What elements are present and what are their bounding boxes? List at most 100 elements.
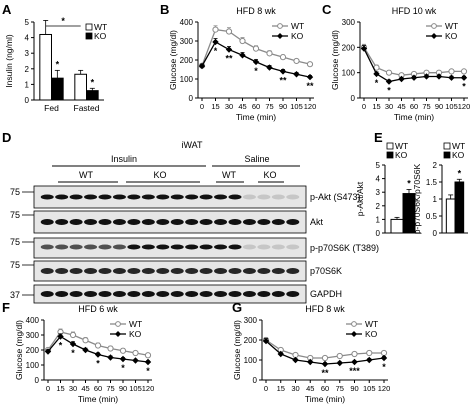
legend-label: WT xyxy=(395,141,408,151)
data-point-wt xyxy=(336,352,343,360)
blot-label-akt: Akt xyxy=(310,217,324,227)
blot-label-pp70: p-p70S6K (T389) xyxy=(310,243,379,253)
blot-band xyxy=(214,219,228,225)
blot-band xyxy=(257,291,271,297)
blot-band xyxy=(286,291,300,297)
blot-band xyxy=(185,268,199,274)
blot-band xyxy=(127,194,141,200)
blot-band xyxy=(170,219,184,225)
x-tick-label: 45 xyxy=(397,102,405,111)
data-point-ko xyxy=(435,73,443,80)
y-tick-label: 3 xyxy=(25,49,30,58)
blot-band xyxy=(69,194,83,200)
data-point-wt xyxy=(306,61,314,68)
blot-band xyxy=(84,244,98,250)
blot-band xyxy=(286,219,300,225)
legend-swatch xyxy=(443,151,451,159)
blot-band xyxy=(69,291,83,297)
x-tick-label: 105 xyxy=(445,102,458,111)
data-point-ko xyxy=(225,46,233,53)
blot-sub-ko: KO xyxy=(153,170,166,180)
blot-band xyxy=(40,244,54,250)
blot-band xyxy=(228,244,242,250)
blot-box-gapdh xyxy=(33,284,307,304)
x-tick-label: 30 xyxy=(69,384,77,393)
blot-group-insulin: Insulin xyxy=(111,154,137,164)
data-point-wt xyxy=(107,345,114,352)
blot-band xyxy=(98,194,112,200)
blot-band xyxy=(40,219,54,225)
data-point-ko xyxy=(460,74,468,81)
blot-group-saline: Saline xyxy=(244,154,269,164)
blot-box-akt xyxy=(33,210,307,234)
legend-swatch xyxy=(386,151,394,159)
blot-band xyxy=(98,291,112,297)
blot-band xyxy=(199,244,213,250)
y-tick-label: 2 xyxy=(25,65,30,74)
y-tick-label: 1 xyxy=(25,80,30,89)
legend-marker xyxy=(431,23,437,29)
chart-title: HFD 10 wk xyxy=(392,6,437,16)
data-point-ko xyxy=(336,359,343,367)
legend-swatch xyxy=(85,23,93,31)
significance-mark: * xyxy=(96,359,100,369)
data-point-ko xyxy=(279,68,287,75)
significance-mark: * xyxy=(71,348,75,358)
legend-label: WT xyxy=(129,319,142,329)
x-tick-label: 90 xyxy=(119,384,127,393)
x-tick-label: 60 xyxy=(410,102,418,111)
y-tick-label: 400 xyxy=(26,316,40,325)
bar-ko xyxy=(51,77,64,101)
data-point-wt xyxy=(266,50,273,57)
blot-band xyxy=(55,194,69,200)
legend-label: WT xyxy=(94,22,107,32)
blot-band xyxy=(199,268,213,274)
blot-band xyxy=(271,268,285,274)
blot-band xyxy=(271,194,285,200)
legend-label: WT xyxy=(291,21,304,31)
significance-mark: * xyxy=(146,366,150,376)
data-point-ko xyxy=(44,348,52,355)
data-point-ko xyxy=(212,38,219,46)
blot-label-pakt: p-Akt (S473) xyxy=(310,192,361,202)
blot-band xyxy=(84,268,98,274)
data-point-wt xyxy=(279,54,287,61)
blot-box-pakt xyxy=(33,185,307,209)
blot-band xyxy=(185,219,199,225)
legend-label: WT xyxy=(445,21,458,31)
blot-band xyxy=(286,268,300,274)
data-point-wt xyxy=(94,342,102,349)
data-point-wt xyxy=(239,37,246,45)
legend-marker xyxy=(431,33,437,39)
x-tick-label: 90 xyxy=(350,384,358,393)
data-point-wt xyxy=(69,331,77,339)
y-tick-label: 300 xyxy=(244,316,258,325)
blot-band xyxy=(170,244,184,250)
x-tick-label: 15 xyxy=(372,102,380,111)
data-point-wt xyxy=(293,57,300,65)
x-tick-label: 120 xyxy=(378,384,391,393)
y-axis-label: p-p70S6K/p70S6K xyxy=(412,163,422,234)
x-tick-label: 90 xyxy=(435,102,443,111)
blot-band xyxy=(84,219,98,225)
blot-band xyxy=(242,194,256,200)
blot-band xyxy=(271,219,285,225)
y-tick-label: 2 xyxy=(433,161,438,170)
blot-band xyxy=(286,244,300,250)
blot-band xyxy=(199,194,213,200)
data-point-ko xyxy=(144,358,152,366)
blot-band xyxy=(185,291,199,297)
panel-letter-b: B xyxy=(160,2,169,17)
bar-wt xyxy=(39,33,52,101)
blot-band xyxy=(257,194,271,200)
x-tick-label: 75 xyxy=(336,384,344,393)
y-tick-label: 2 xyxy=(376,202,381,211)
legend-marker xyxy=(351,331,357,337)
data-point-ko xyxy=(119,355,127,363)
chart-title: HFD 8 wk xyxy=(236,6,276,16)
significance-mark: * xyxy=(458,168,462,178)
blot-band xyxy=(214,268,228,274)
y-tick-label: 0 xyxy=(25,96,30,105)
blot-band xyxy=(242,244,256,250)
